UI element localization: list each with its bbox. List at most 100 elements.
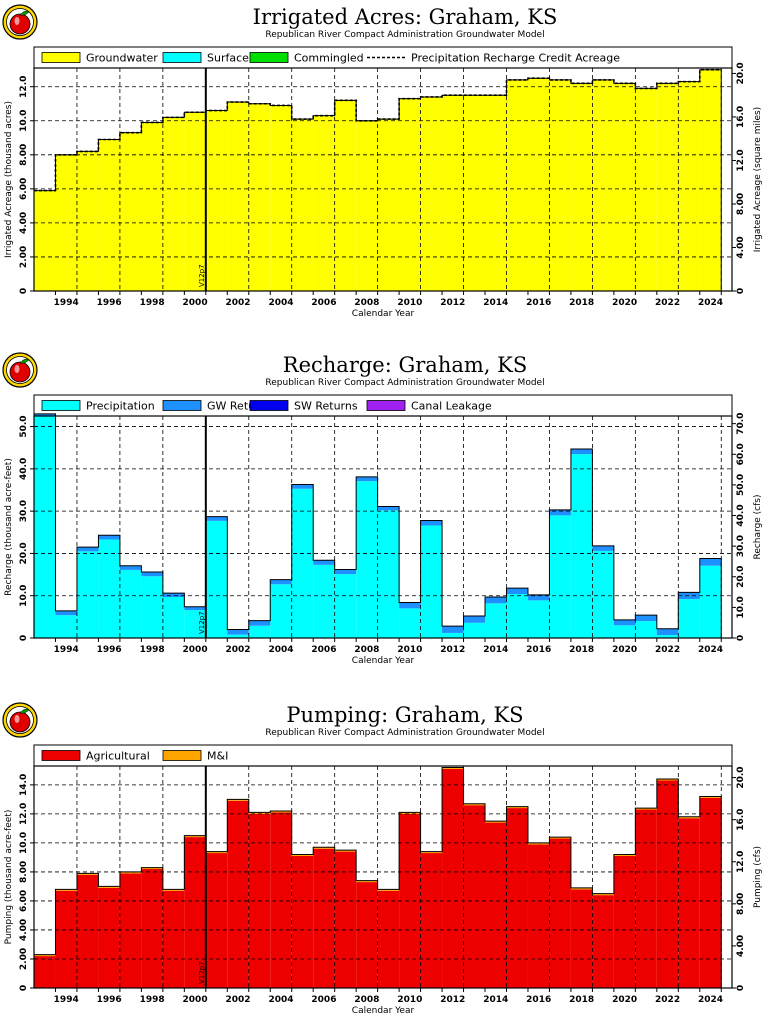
x-tick-label: 2020 (612, 298, 637, 308)
bar-groundwater (549, 79, 571, 291)
bar-groundwater (34, 190, 56, 291)
y2-tick-label: 16.0 (736, 106, 746, 128)
bar-m-i (55, 889, 77, 891)
y-tick-label: 10.0 (19, 110, 29, 132)
bar-agricultural (270, 812, 292, 988)
x-tick-label: 2012 (440, 995, 465, 1005)
logo-apple (9, 361, 31, 383)
y2-tick-label: 8.00 (736, 893, 746, 915)
bar-precipitation (227, 634, 249, 638)
legend-label: Commingled (294, 52, 364, 65)
x-axis-label: Calendar Year (352, 309, 415, 319)
legend-swatch (41, 52, 81, 63)
x-tick-label: 2014 (483, 645, 508, 655)
bar-precipitation (549, 515, 571, 638)
x-tick-label: 2018 (569, 298, 594, 308)
x-axis-label: Calendar Year (352, 1006, 415, 1016)
bar-agricultural (442, 768, 464, 988)
bar-groundwater (205, 110, 228, 291)
x-tick-label: 2024 (698, 995, 723, 1005)
bar-gw-returns (248, 620, 271, 626)
bar-m-i (184, 835, 206, 838)
bar-gw-returns (334, 569, 357, 575)
bar-m-i (463, 803, 486, 806)
x-tick-label: 2002 (225, 995, 250, 1005)
bar-agricultural (119, 873, 142, 988)
y2-axis-label: Recharge (cfs) (753, 494, 763, 559)
bar-m-i (270, 810, 292, 813)
x-tick-label: 2020 (612, 645, 637, 655)
x-tick-label: 2014 (483, 995, 508, 1005)
bar-groundwater (270, 105, 292, 291)
bar-m-i (334, 850, 357, 852)
chart-subtitle: Republican River Compact Administration … (265, 30, 544, 40)
bar-precipitation (291, 488, 314, 638)
plot-frame (33, 415, 733, 639)
bar-m-i (377, 889, 400, 891)
y-axis-label: Pumping (thousand acre-feet) (4, 810, 14, 945)
chart-title: Pumping: Graham, KS (286, 703, 523, 727)
bar-m-i (656, 779, 679, 781)
x-tick-label: 1996 (97, 645, 122, 655)
y-tick-label: 6.00 (19, 890, 29, 912)
bar-m-i (291, 854, 314, 856)
logo-leaf (19, 10, 30, 16)
bar-precipitation (356, 481, 378, 638)
bar-groundwater (420, 96, 443, 291)
bar-groundwater (592, 79, 614, 291)
y2-axis-label: Pumping (cfs) (753, 846, 763, 908)
bar-groundwater (678, 81, 700, 292)
bar-agricultural (34, 956, 56, 988)
y-tick-label: 0 (19, 985, 29, 991)
bar-m-i (613, 854, 636, 856)
bar-gw-returns (377, 506, 400, 511)
legend-label: Groundwater (86, 52, 158, 65)
legend-label: Canal Leakage (411, 400, 492, 413)
bar-gw-returns (549, 509, 571, 516)
y2-tick-label: 4.00 (736, 935, 746, 957)
bar-agricultural (377, 890, 400, 988)
x-tick-label: 2022 (655, 995, 680, 1005)
y-tick-label: 20.0 (19, 542, 29, 564)
y2-tick-label: 20.0 (736, 62, 746, 84)
bar-m-i (356, 880, 378, 883)
x-tick-label: 2006 (311, 995, 336, 1005)
bar-agricultural (592, 895, 614, 988)
x-tick-label: 1998 (140, 995, 165, 1005)
x-tick-label: 2016 (526, 995, 551, 1005)
x-tick-label: 2010 (397, 298, 422, 308)
y2-tick-label: 12.0 (736, 149, 746, 171)
y-tick-label: 40.0 (19, 458, 29, 480)
bar-groundwater (98, 139, 120, 291)
bar-precipitation (334, 574, 357, 638)
bar-precipitation (377, 510, 400, 638)
x-tick-label: 1994 (54, 995, 79, 1005)
bar-m-i (205, 851, 228, 854)
bar-gw-returns (527, 594, 550, 601)
y2-tick-label: 40.0 (736, 504, 746, 526)
y-tick-label: 8.00 (19, 144, 29, 166)
bar-gw-returns (463, 616, 486, 623)
bar-gw-returns (356, 476, 378, 482)
legend-label: Agricultural (86, 750, 150, 763)
bar-m-i (76, 873, 99, 875)
bar-precipitation (55, 615, 77, 638)
bar-m-i (570, 887, 593, 890)
y2-tick-label: 0 (736, 288, 746, 294)
bar-gw-returns (656, 628, 679, 636)
bar-gw-returns (570, 448, 593, 455)
y-tick-label: 4.00 (19, 212, 29, 234)
bar-precipitation (119, 569, 142, 638)
x-tick-label: 2022 (655, 645, 680, 655)
bar-agricultural (463, 805, 486, 988)
bar-m-i (592, 893, 614, 896)
bar-precipitation (399, 608, 421, 638)
y-tick-label: 8.00 (19, 861, 29, 883)
y-tick-label: 10.0 (19, 832, 29, 854)
bar-agricultural (313, 848, 335, 988)
y2-axis-label: Irrigated Acreage (square miles) (753, 107, 763, 252)
legend-label: Precipitation Recharge Credit Acreage (411, 52, 620, 65)
chart-subtitle: Republican River Compact Administration … (265, 728, 544, 738)
